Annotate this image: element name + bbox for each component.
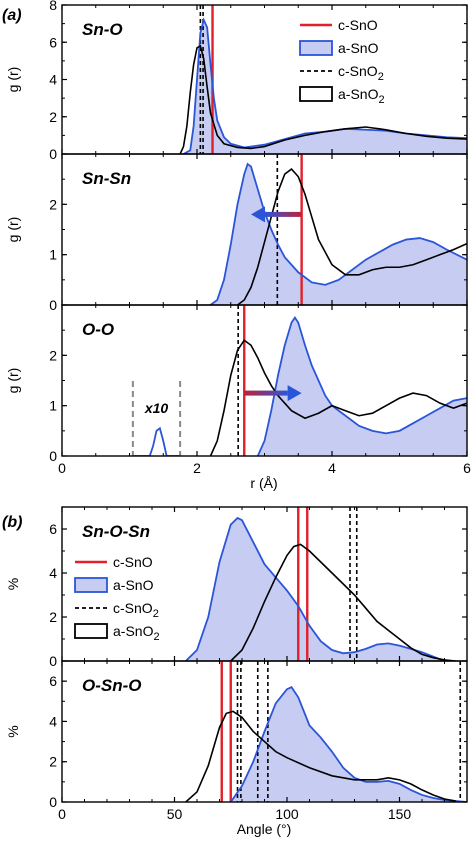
x-tick-label: 0 <box>58 460 66 476</box>
y-axis-label: % <box>5 725 21 737</box>
shift-arrow-shaft <box>265 211 302 217</box>
y-tick-label: 4 <box>49 565 57 581</box>
series-line-a-sno2 <box>237 168 467 305</box>
inset-label: x10 <box>144 400 169 416</box>
y-tick-label: 0 <box>49 448 57 464</box>
y-tick-label: 0 <box>49 297 57 313</box>
x-tick-label: 100 <box>275 806 299 822</box>
x-axis-label: Angle (°) <box>237 821 292 837</box>
y-tick-label: 1 <box>49 247 57 263</box>
shift-arrow-head <box>287 385 302 402</box>
plot-area <box>185 507 456 661</box>
x-tick-label: 2 <box>193 460 201 476</box>
y-tick-label: 6 <box>49 521 57 537</box>
y-tick-label: 2 <box>49 609 57 625</box>
series-line-a-sno2 <box>209 339 467 456</box>
shift-arrow-head <box>251 206 265 223</box>
legend-label: c-SnO <box>338 17 378 33</box>
series-fill-a-sno <box>257 317 467 456</box>
subplot-title: Sn-O <box>82 20 123 39</box>
panel-label: (b) <box>2 514 22 531</box>
x-tick-label: 150 <box>388 806 412 822</box>
y-tick-label: 4 <box>49 72 57 88</box>
legend: c-SnO a-SnO c-SnO2 a-SnO2 <box>299 17 385 106</box>
legend-label: a-SnO <box>113 577 154 593</box>
y-tick-label: 1 <box>49 398 57 414</box>
legend-label: a-SnO2 <box>338 86 385 106</box>
series-line-a-sno <box>256 315 467 456</box>
y-axis-label: g (r) <box>5 67 21 93</box>
y-axis-label: g (r) <box>5 217 21 243</box>
legend-label: a-SnO2 <box>113 623 160 643</box>
series-fill-a-sno <box>230 687 467 802</box>
y-tick-label: 2 <box>49 754 57 770</box>
series-line-inset-x10 <box>132 426 181 456</box>
plot-area <box>209 154 467 305</box>
series-line-a-sno <box>185 516 445 661</box>
panel-label: (a) <box>2 7 22 24</box>
plot-area <box>179 5 467 154</box>
y-tick-label: 8 <box>49 0 57 13</box>
x-tick-label: 4 <box>328 460 336 476</box>
y-tick-label: 2 <box>49 109 57 125</box>
plot-area <box>185 661 467 802</box>
y-tick-label: 0 <box>49 146 57 162</box>
series-line-a-sno2 <box>185 710 456 802</box>
subplot-title: Sn-O-Sn <box>82 522 150 541</box>
y-tick-label: 2 <box>49 347 57 363</box>
subplot-o-o: x10 0 1 2 O-O g (r) <box>5 304 468 464</box>
y-axis-label: g (r) <box>5 368 21 394</box>
subplot-title: O-O <box>82 320 114 339</box>
legend-label: a-SnO <box>338 40 379 56</box>
plot-area <box>132 305 467 456</box>
subplot-sn-o: 0 2 4 6 8 Sn-O g (r) <box>5 0 468 162</box>
y-axis-label: % <box>5 578 21 590</box>
plot-frame <box>61 4 468 155</box>
x-axis-label: r (Å) <box>250 475 277 491</box>
legend: c-SnO a-SnO c-SnO2 a-SnO2 <box>74 554 160 643</box>
panel-b: (b) 0 2 4 6 Sn-O-Sn% 0 2 4 6 O-Sn-O% 0 50 100 150 Angle… <box>2 506 468 837</box>
subplot-title: Sn-Sn <box>82 169 131 188</box>
y-tick-label: 0 <box>49 794 57 810</box>
y-tick-label: 0 <box>49 653 57 669</box>
x-tick-label: 50 <box>167 806 183 822</box>
subplot-title: O-Sn-O <box>82 676 142 695</box>
legend-swatch-a-sno <box>299 40 333 56</box>
shift-arrow-shaft <box>244 390 288 396</box>
series-line-a-sno <box>230 686 467 802</box>
subplot-sn-sn: 0 1 2 Sn-Sn g (r) <box>5 153 468 313</box>
y-tick-label: 6 <box>49 673 57 689</box>
legend-label: c-SnO2 <box>113 600 159 620</box>
y-tick-label: 6 <box>49 34 57 50</box>
y-tick-label: 2 <box>49 196 57 212</box>
panel-a: (a) 0 2 4 6 8 Sn-O g (r) 0 1 2 Sn-Sn g (r) x10 0 1 2 O-O g… <box>2 0 471 491</box>
legend-label: c-SnO <box>113 554 153 570</box>
x-tick-label: 0 <box>58 806 66 822</box>
subplot-o-sn-o: 0 2 4 6 O-Sn-O% <box>5 660 468 810</box>
series-line-a-sno2 <box>230 543 456 661</box>
series-line-a-sno <box>209 162 467 305</box>
legend-label: c-SnO2 <box>338 63 384 83</box>
x-tick-label: 6 <box>463 460 471 476</box>
series-fill-a-sno <box>210 164 467 305</box>
legend-swatch-a-sno2 <box>299 86 333 102</box>
series-line-a-sno2 <box>179 44 467 154</box>
series-fill-a-sno <box>185 518 445 661</box>
legend-swatch-a-sno2 <box>74 623 108 639</box>
y-tick-label: 4 <box>49 713 57 729</box>
legend-swatch-a-sno <box>74 577 108 593</box>
